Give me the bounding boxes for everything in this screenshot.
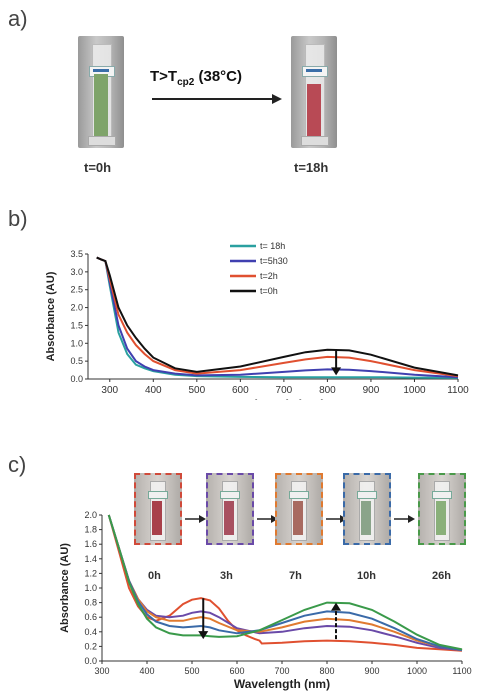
thumb-label-sticker — [148, 491, 168, 499]
thumb-liquid — [361, 501, 371, 535]
cuvette-initial — [78, 36, 124, 148]
thumb-liquid — [224, 501, 234, 535]
cuvette-base — [88, 136, 116, 146]
x-tick-label: 500 — [188, 385, 205, 396]
caption-final: t=18h — [294, 160, 329, 175]
x-tick-label: 300 — [94, 666, 109, 676]
panel-c-letter: c) — [8, 452, 27, 477]
chart-b: 300 400 500 600 700 800 900 1000 1100 0.0 0.5 1.0 1.… — [45, 241, 469, 400]
timeline-arrow — [257, 515, 278, 523]
y-tick-label: 1.8 — [84, 525, 97, 535]
x-tick-label: 700 — [276, 385, 293, 396]
series-line — [107, 514, 463, 651]
y-tick-label: 2.0 — [70, 303, 83, 313]
x-tick-label: 600 — [229, 666, 244, 676]
thumb-label-sticker — [220, 491, 240, 499]
timeline-arrow — [185, 515, 206, 523]
thumbnail-time-label: 10h — [357, 570, 376, 582]
cuvette-label-sticker — [302, 66, 328, 77]
thumbnail-10h — [343, 473, 391, 545]
decrease-arrow-head — [331, 367, 342, 376]
cuvette-liquid-green — [94, 74, 108, 136]
condition-label: T>Tcp2 (38°C) — [150, 68, 242, 88]
thumbnail-26h — [418, 473, 466, 545]
thumb-label-sticker — [432, 491, 452, 499]
thumb-label-sticker — [289, 491, 309, 499]
x-tick-label: 500 — [184, 666, 199, 676]
cuvette-final — [291, 36, 337, 148]
y-tick-label: 0.0 — [70, 374, 83, 384]
y-tick-label: 0.8 — [84, 598, 97, 608]
thumb-liquid — [152, 501, 162, 535]
condition-tail: (38°C) — [194, 68, 243, 85]
x-tick-label: 1100 — [452, 666, 471, 676]
y-axis-label: Absorbance (AU) — [45, 271, 57, 361]
x-tick-label: 1000 — [407, 666, 427, 676]
panel-b-letter: b) — [8, 206, 28, 231]
y-tick-label: 1.0 — [70, 338, 83, 348]
y-tick-label: 2.5 — [70, 285, 83, 295]
legend-label: t= 18h — [260, 241, 285, 251]
series-line — [96, 256, 459, 377]
legend-label: t=0h — [260, 286, 278, 296]
x-tick-label: 800 — [319, 385, 336, 396]
thumbnail-time-label: 7h — [289, 570, 302, 582]
y-tick-label: 1.6 — [84, 539, 97, 549]
legend-label: t=5h30 — [260, 256, 288, 266]
x-tick-label: 400 — [139, 666, 154, 676]
timeline-arrow — [394, 515, 415, 523]
x-tick-label: 1100 — [447, 385, 469, 396]
caption-initial: t=0h — [84, 160, 112, 175]
x-tick-label: 300 — [101, 385, 118, 396]
series-line — [107, 514, 463, 652]
series-line — [107, 514, 463, 652]
chart-c: 300 400 500 600 700 800 900 1000 1100 0.0 0.2 0.4 0.… — [59, 510, 472, 691]
decrease-arrow-head — [198, 631, 209, 640]
thumbnail-0h — [134, 473, 182, 545]
cuvette-base — [301, 136, 329, 146]
x-tick-label: 400 — [145, 385, 162, 396]
x-tick-label: 900 — [363, 385, 380, 396]
y-tick-label: 3.0 — [70, 267, 83, 277]
y-tick-label: 0.5 — [70, 356, 83, 366]
thumbnail-time-label: 0h — [148, 570, 161, 582]
y-tick-label: 0.4 — [84, 627, 97, 637]
y-tick-label: 1.0 — [84, 583, 97, 593]
x-axis-label: Wavelength (nm) — [234, 677, 330, 691]
cuvette-liquid-red — [307, 84, 321, 136]
legend-label: t=2h — [260, 271, 278, 281]
x-tick-label: 1000 — [403, 385, 426, 396]
y-tick-label: 3.5 — [70, 249, 83, 259]
y-axis-label: Absorbance (AU) — [59, 543, 71, 633]
thumbnail-3h — [206, 473, 254, 545]
thumbnail-time-label: 3h — [220, 570, 233, 582]
y-tick-label: 0.6 — [84, 612, 97, 622]
thumbnail-time-label: 26h — [432, 570, 451, 582]
y-tick-label: 0.0 — [84, 656, 97, 666]
thumb-liquid — [293, 501, 303, 535]
condition-sub: cp2 — [177, 77, 195, 88]
thumbnail-7h — [275, 473, 323, 545]
x-tick-label: 700 — [274, 666, 289, 676]
x-tick-label: 900 — [364, 666, 379, 676]
x-tick-label: 800 — [319, 666, 334, 676]
x-tick-label: 600 — [232, 385, 249, 396]
y-tick-label: 1.5 — [70, 320, 83, 330]
reaction-arrow — [152, 94, 282, 104]
y-tick-label: 1.2 — [84, 568, 97, 578]
x-axis-label: Wavelength (nm) — [221, 397, 325, 400]
y-tick-label: 1.4 — [84, 554, 97, 564]
y-tick-label: 0.2 — [84, 641, 97, 651]
y-tick-label: 2.0 — [84, 510, 97, 520]
condition-main: T>T — [150, 68, 178, 85]
increase-arrow-dashed-head — [331, 602, 341, 611]
thumb-label-sticker — [357, 491, 377, 499]
panel-a-letter: a) — [8, 6, 28, 31]
thumb-liquid — [436, 501, 446, 535]
